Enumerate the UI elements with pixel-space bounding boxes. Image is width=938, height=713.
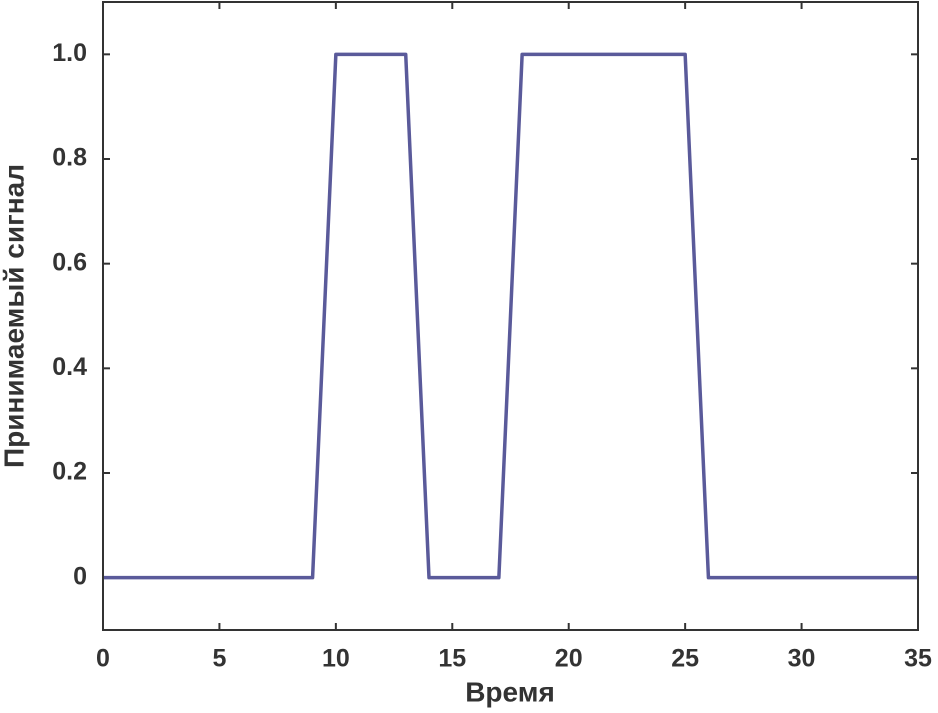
x-tick-label: 10 [322, 645, 350, 673]
x-tick-label: 5 [212, 645, 226, 673]
y-axis-label: Принимаемый сигнал [0, 164, 29, 468]
x-tick-label: 0 [96, 645, 110, 673]
y-tick-label: 0.4 [52, 353, 87, 381]
x-tick-label: 25 [671, 645, 699, 673]
signal-line [103, 52, 918, 580]
x-tick-label: 30 [788, 645, 816, 673]
y-tick-label: 0 [73, 562, 87, 590]
y-tick-label: 0.8 [52, 144, 87, 172]
y-tick-label: 0.2 [52, 458, 87, 486]
x-tick-label: 20 [555, 645, 583, 673]
plot-frame [102, 1, 919, 631]
x-tick-label: 35 [904, 645, 932, 673]
y-tick-label: 0.6 [52, 248, 87, 276]
x-axis-label: Время [465, 676, 555, 707]
x-tick-label: 15 [438, 645, 466, 673]
y-tick-label: 1.0 [52, 39, 87, 67]
